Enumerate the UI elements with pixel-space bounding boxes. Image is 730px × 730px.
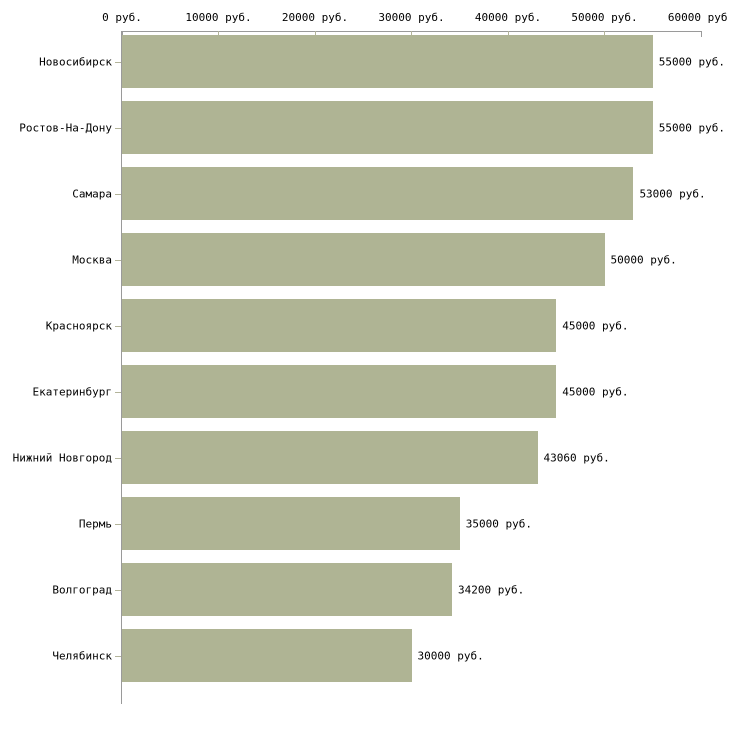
bar-value-label: 43060 руб.: [543, 451, 610, 464]
bar[interactable]: [122, 35, 653, 88]
bar-value-label: 45000 руб.: [562, 385, 629, 398]
x-axis-tick-label: 60000 руб.: [667, 11, 730, 24]
bar-value-label: 34200 руб.: [458, 583, 525, 596]
x-axis-tick: [218, 31, 219, 37]
x-axis-tick-label: 0 руб.: [102, 11, 142, 24]
x-axis-tick-label: 30000 руб.: [378, 11, 445, 24]
y-axis-tick: [115, 457, 121, 459]
y-axis-category-label: Самара: [72, 187, 112, 200]
bar-value-label: 35000 руб.: [465, 517, 532, 530]
y-axis-category-label: Ростов-На-Дону: [19, 121, 112, 134]
bar-value-label: 55000 руб.: [658, 55, 725, 68]
bar[interactable]: [122, 365, 557, 418]
bar-value-label: 50000 руб.: [610, 253, 677, 266]
bar[interactable]: [122, 431, 538, 484]
bar[interactable]: [122, 563, 453, 616]
y-axis-tick: [115, 61, 121, 63]
y-axis-tick: [115, 259, 121, 261]
bar[interactable]: [122, 233, 605, 286]
x-axis: 0 руб. 10000 руб. 20000 руб. 30000 руб. 4000…: [0, 0, 730, 37]
y-axis-tick: [115, 193, 121, 195]
bar-value-label: 53000 руб.: [639, 187, 706, 200]
x-axis-tick-label: 10000 руб.: [185, 11, 252, 24]
bar-value-label: 30000 руб.: [417, 649, 484, 662]
bar[interactable]: [122, 167, 634, 220]
x-axis-tick: [604, 31, 605, 37]
x-axis-tick: [507, 31, 509, 37]
y-axis-category-label: Москва: [72, 253, 112, 266]
y-axis-tick: [115, 325, 121, 327]
bar[interactable]: [122, 629, 412, 682]
x-axis-tick-label: 40000 руб.: [474, 11, 542, 24]
bar[interactable]: [122, 497, 460, 550]
y-axis-tick: [115, 391, 121, 393]
y-axis-category-label: Челябинск: [52, 649, 112, 662]
y-axis-category-label: Красноярск: [45, 319, 112, 332]
bar[interactable]: [122, 299, 557, 352]
y-axis-line: [121, 31, 122, 704]
bar-value-label: 55000 руб.: [658, 121, 725, 134]
x-axis-tick: [411, 31, 412, 37]
bar[interactable]: [122, 101, 653, 154]
y-axis-category-label: Екатеринбург: [32, 385, 112, 398]
x-axis-tick: [121, 31, 123, 37]
y-axis-category-label: Нижний Новгород: [12, 451, 112, 464]
x-axis-tick-label: 20000 руб.: [281, 11, 349, 24]
y-axis-category-label: Новосибирск: [39, 55, 112, 68]
y-axis-category-label: Пермь: [78, 517, 112, 530]
y-axis-tick: [115, 589, 121, 591]
x-axis-tick-label: 50000 руб.: [571, 11, 638, 24]
y-axis-tick: [115, 523, 121, 525]
y-axis-tick: [115, 127, 121, 129]
x-axis-tick: [314, 31, 316, 37]
y-axis-category-label: Волгоград: [52, 583, 112, 596]
x-axis-tick: [700, 31, 702, 37]
y-axis-tick: [115, 655, 121, 657]
bar-value-label: 45000 руб.: [562, 319, 629, 332]
